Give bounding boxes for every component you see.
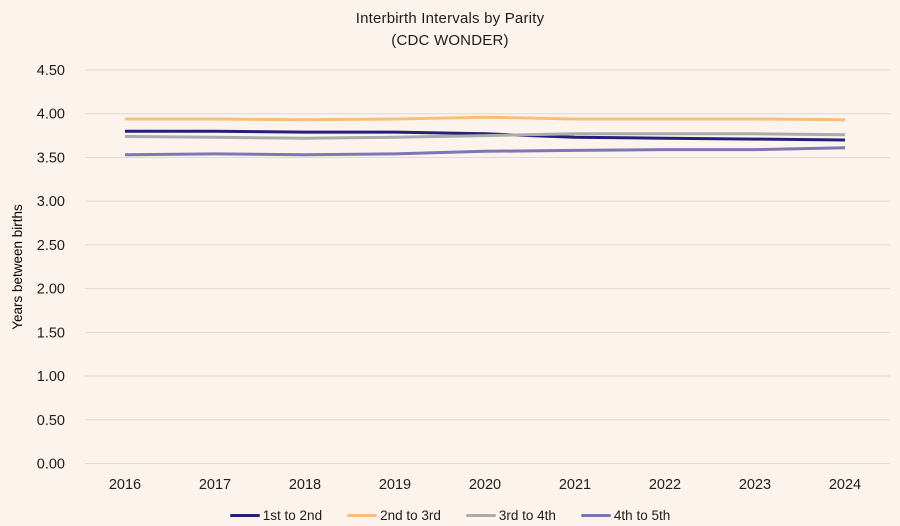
x-tick-label: 2018	[289, 477, 321, 493]
chart-title: Interbirth Intervals by Parity	[355, 10, 545, 27]
series-line-3rd-to-4th	[124, 132, 846, 140]
legend-swatch	[229, 513, 260, 518]
y-tick-label: 3.00	[37, 194, 65, 210]
chart-legend: 1st to 2nd 2nd to 3rd 3rd to 4th 4th to 5th	[0, 508, 900, 523]
x-tick-label: 2020	[469, 477, 501, 493]
series-lines	[124, 115, 846, 157]
y-tick-label: 2.50	[37, 238, 65, 254]
chart-subtitle: (CDC WONDER)	[391, 32, 509, 49]
legend-item: 3rd to 4th	[465, 508, 556, 523]
y-axis-tick-labels: 0.00 0.50 1.00 1.50 2.00 2.50 3.00 3.50 4.00 4.50	[37, 63, 65, 473]
legend-item: 2nd to 3rd	[347, 508, 441, 523]
x-tick-label: 2019	[379, 477, 411, 493]
legend-label: 2nd to 3rd	[380, 508, 441, 523]
x-axis-tick-labels: 2016 2017 2018 2019 2020 2021 2022 2023 2024	[109, 477, 861, 493]
chart-header: Interbirth Intervals by Parity (CDC WOND…	[0, 8, 900, 52]
x-tick-label: 2023	[739, 477, 771, 493]
legend-item: 4th to 5th	[580, 508, 671, 523]
y-tick-label: 1.50	[37, 325, 65, 341]
x-tick-label: 2022	[649, 477, 681, 493]
legend-label: 1st to 2nd	[262, 508, 323, 523]
x-tick-label: 2024	[829, 477, 861, 493]
legend-label: 4th to 5th	[613, 508, 671, 523]
series-line-2nd-to-3rd	[125, 115, 846, 122]
y-tick-label: 2.00	[37, 282, 65, 298]
x-tick-label: 2017	[199, 477, 231, 493]
y-tick-label: 3.50	[37, 150, 65, 166]
y-tick-label: 0.50	[37, 413, 65, 429]
gridlines	[85, 69, 890, 464]
series-line-1st-to-2nd	[125, 129, 846, 142]
legend-item: 1st to 2nd	[229, 508, 323, 523]
legend-swatch	[580, 513, 611, 518]
y-tick-label: 0.00	[37, 457, 65, 473]
legend-label: 3rd to 4th	[498, 508, 556, 523]
y-tick-label: 4.00	[37, 107, 65, 123]
x-tick-label: 2016	[109, 477, 141, 493]
x-tick-label: 2021	[559, 477, 591, 493]
y-tick-label: 4.50	[37, 63, 65, 79]
series-line-4th-to-5th	[124, 146, 846, 157]
y-axis-title: Years between births	[10, 204, 25, 330]
legend-swatch	[347, 513, 378, 518]
legend-swatch	[465, 513, 496, 518]
y-tick-label: 1.00	[37, 369, 65, 385]
